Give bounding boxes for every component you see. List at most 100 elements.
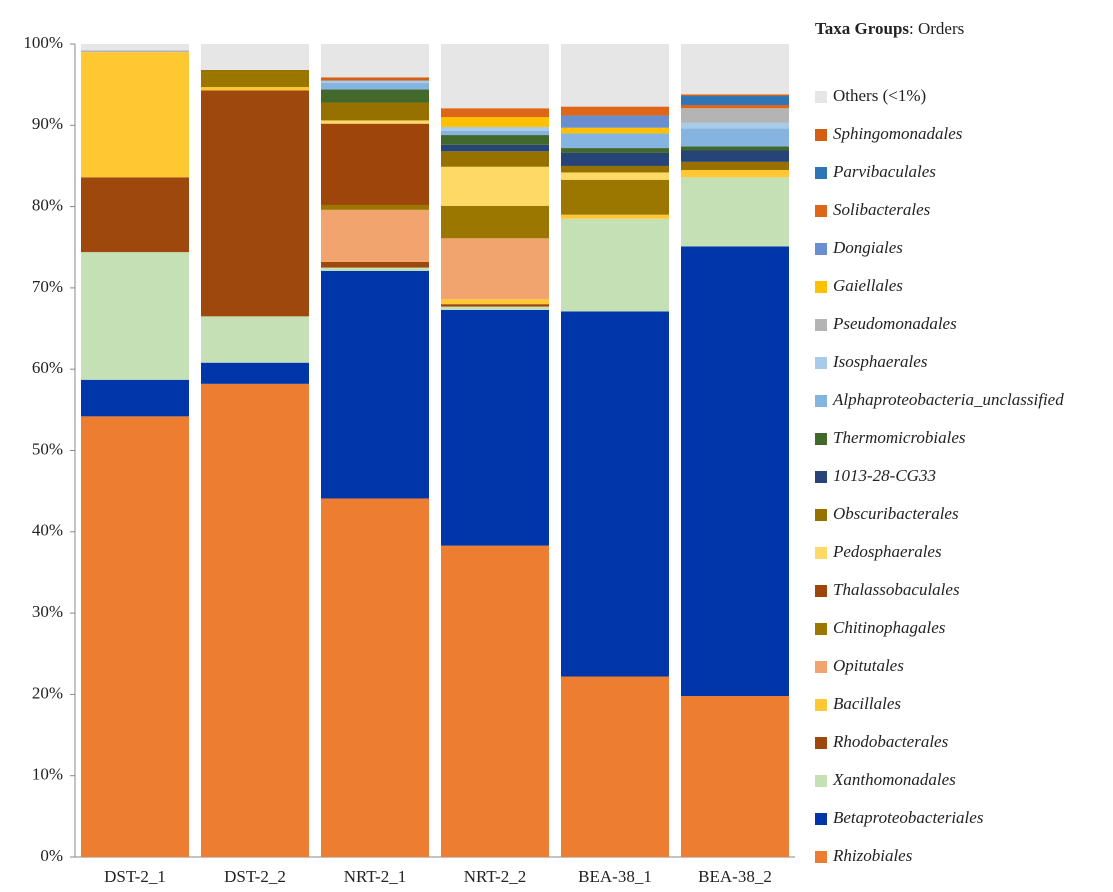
legend-swatch (815, 91, 827, 103)
legend-swatch (815, 357, 827, 369)
bar-segment (681, 44, 789, 95)
bar-segment (81, 252, 189, 380)
bar-segment (681, 150, 789, 162)
x-tick-label: DST-2_1 (104, 867, 166, 886)
legend-swatch (815, 547, 827, 559)
bar-segment (321, 204, 429, 210)
legend-label: Thalassobaculales (833, 580, 960, 599)
bar-segment (201, 87, 309, 91)
bar-segment (321, 83, 429, 90)
legend-swatch (815, 699, 827, 711)
legend-swatch (815, 775, 827, 787)
bar-segment (681, 122, 789, 129)
legend-title: Taxa Groups: Orders (815, 19, 964, 38)
legend-label: Parvibaculales (832, 162, 936, 181)
bar-segment (321, 44, 429, 78)
legend-swatch (815, 471, 827, 483)
bar-segment (441, 304, 549, 307)
legend-label: Alphaproteobacteria_unclassified (832, 390, 1064, 409)
bar-segment (321, 498, 429, 857)
legend-label: Rhizobiales (832, 846, 913, 865)
bar-segment (441, 309, 549, 546)
y-tick-label: 40% (32, 521, 63, 540)
bar-segment (441, 126, 549, 131)
bar-segment (681, 128, 789, 147)
legend-swatch (815, 813, 827, 825)
legend-swatch (815, 243, 827, 255)
bar-segment (81, 416, 189, 857)
bar-segment (561, 44, 669, 107)
bar-segment (681, 161, 789, 171)
bar-segment (681, 108, 789, 123)
bar-segment (321, 80, 429, 84)
legend-label: Bacillales (833, 694, 901, 713)
legend-label: Gaiellales (833, 276, 903, 295)
y-tick-label: 0% (40, 846, 63, 865)
x-tick-label: DST-2_2 (224, 867, 286, 886)
bar-segment (441, 306, 549, 310)
legend-swatch (815, 205, 827, 217)
bar-segment (321, 261, 429, 268)
bar-segment (561, 115, 669, 128)
bar-segment (681, 104, 789, 109)
bar-segment (441, 44, 549, 109)
legend-label: Opitutales (833, 656, 904, 675)
x-tick-label: BEA-38_1 (578, 867, 652, 886)
legend-swatch (815, 167, 827, 179)
legend-swatch (815, 851, 827, 863)
bar-segment (321, 89, 429, 103)
legend-title-rest: : Orders (909, 19, 964, 38)
bar-segment (81, 44, 189, 51)
bar-segment (681, 177, 789, 247)
bar-segment (321, 267, 429, 271)
bar-segment (561, 676, 669, 857)
bar-segment (321, 102, 429, 121)
bar-segment (561, 106, 669, 116)
bar-segment (441, 166, 549, 206)
bar-segment (441, 130, 549, 136)
bar-segment (321, 120, 429, 124)
y-tick-label: 80% (32, 196, 63, 215)
bar-segment (321, 209, 429, 262)
legend-title-bold: Taxa Groups (815, 19, 909, 38)
legend-label: Rhodobacterales (832, 732, 949, 751)
legend-swatch (815, 585, 827, 597)
bar-segment (561, 311, 669, 677)
legend-label: Pedosphaerales (832, 542, 942, 561)
legend-label: Pseudomonadales (832, 314, 957, 333)
bar-segment (441, 205, 549, 239)
bar-segment (681, 170, 789, 178)
bar-segment (81, 177, 189, 253)
bar-segment (201, 72, 309, 88)
bar-segment (321, 123, 429, 205)
bar-segment (561, 152, 669, 166)
bar-segment (681, 94, 789, 97)
bar-segment (81, 379, 189, 417)
legend-swatch (815, 319, 827, 331)
bar-segment (441, 144, 549, 152)
legend-label: 1013-28-CG33 (833, 466, 936, 485)
legend-label: Others (<1%) (833, 86, 926, 105)
x-tick-label: NRT-2_1 (344, 867, 407, 886)
bar-segment (201, 316, 309, 363)
x-tick-label: NRT-2_2 (464, 867, 527, 886)
bar-segment (441, 108, 549, 118)
legend-label: Isosphaerales (832, 352, 928, 371)
legend-label: Thermomicrobiales (833, 428, 966, 447)
legend-label: Dongiales (832, 238, 903, 257)
bar-segment (441, 545, 549, 857)
bar-segment (561, 133, 669, 149)
legend-label: Xanthomonadales (832, 770, 956, 789)
y-tick-label: 50% (32, 439, 63, 458)
bar-segment (681, 146, 789, 151)
x-tick-label: BEA-38_2 (698, 867, 772, 886)
legend-label: Solibacterales (833, 200, 931, 219)
legend-swatch (815, 737, 827, 749)
bar-segment (321, 270, 429, 499)
y-tick-label: 70% (32, 277, 63, 296)
legend-swatch (815, 129, 827, 141)
bar-segment (561, 127, 669, 134)
legend-swatch (815, 395, 827, 407)
bar-segment (441, 151, 549, 167)
